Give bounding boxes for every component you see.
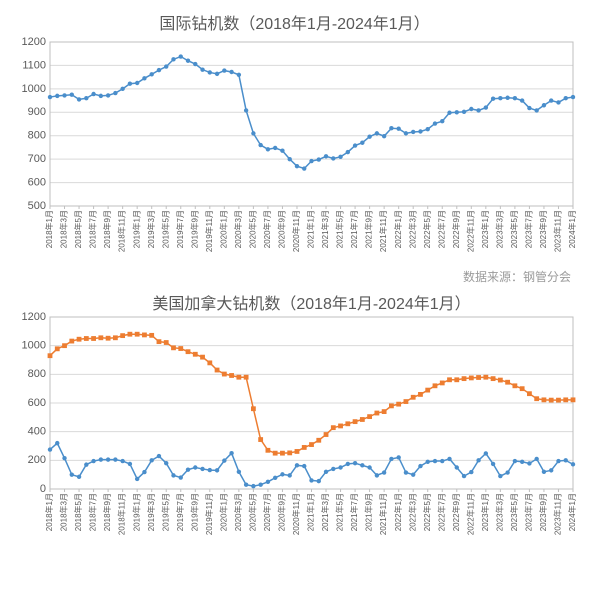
- svg-text:2019年9月: 2019年9月: [189, 493, 199, 531]
- svg-text:600: 600: [28, 397, 46, 409]
- svg-text:2020年5月: 2020年5月: [247, 493, 257, 531]
- svg-text:2022年1月: 2022年1月: [393, 493, 403, 531]
- svg-text:2020年3月: 2020年3月: [233, 493, 243, 531]
- svg-text:2024年1月: 2024年1月: [567, 210, 577, 248]
- svg-text:2020年7月: 2020年7月: [262, 210, 272, 248]
- svg-text:2021年1月: 2021年1月: [306, 210, 316, 248]
- svg-text:2019年5月: 2019年5月: [160, 493, 170, 531]
- svg-text:2022年1月: 2022年1月: [393, 210, 403, 248]
- svg-text:2021年3月: 2021年3月: [320, 210, 330, 248]
- svg-text:2021年5月: 2021年5月: [335, 493, 345, 531]
- svg-text:1200: 1200: [22, 311, 46, 323]
- svg-text:2019年3月: 2019年3月: [146, 210, 156, 248]
- svg-text:2022年11月: 2022年11月: [465, 493, 475, 535]
- svg-text:2019年1月: 2019年1月: [131, 493, 141, 531]
- svg-text:2023年3月: 2023年3月: [494, 210, 504, 248]
- svg-text:2022年9月: 2022年9月: [451, 210, 461, 248]
- svg-text:2021年11月: 2021年11月: [378, 493, 388, 535]
- svg-text:700: 700: [28, 153, 46, 165]
- svg-text:2018年5月: 2018年5月: [73, 493, 83, 531]
- svg-text:2018年9月: 2018年9月: [102, 210, 112, 248]
- svg-text:2021年5月: 2021年5月: [335, 210, 345, 248]
- svg-text:2018年11月: 2018年11月: [117, 493, 127, 535]
- svg-text:2018年1月: 2018年1月: [44, 210, 54, 248]
- svg-text:2020年5月: 2020年5月: [247, 210, 257, 248]
- svg-text:2020年9月: 2020年9月: [277, 210, 287, 248]
- svg-text:2018年3月: 2018年3月: [59, 493, 69, 531]
- svg-text:2021年3月: 2021年3月: [320, 493, 330, 531]
- svg-text:2022年3月: 2022年3月: [407, 210, 417, 248]
- svg-text:2020年1月: 2020年1月: [218, 493, 228, 531]
- svg-text:2021年1月: 2021年1月: [306, 493, 316, 531]
- svg-text:2019年9月: 2019年9月: [189, 210, 199, 248]
- chart-international: 国际钻机数（2018年1月-2024年1月） 500 600 700 800 900 10…: [8, 10, 581, 266]
- svg-text:2020年1月: 2020年1月: [218, 210, 228, 248]
- svg-text:美国加拿大钻机数（2018年1月-2024年1月）: 美国加拿大钻机数（2018年1月-2024年1月）: [152, 294, 470, 313]
- svg-text:2023年5月: 2023年5月: [509, 210, 519, 248]
- svg-text:2023年7月: 2023年7月: [524, 493, 534, 531]
- svg-text:2022年7月: 2022年7月: [436, 210, 446, 248]
- svg-text:2018年9月: 2018年9月: [102, 493, 112, 531]
- chart-us-canada: 020040060080010001200美国加拿大钻机数（2018年1月-20…: [8, 289, 581, 549]
- svg-text:2021年7月: 2021年7月: [349, 210, 359, 248]
- svg-text:2020年11月: 2020年11月: [291, 210, 301, 252]
- svg-text:900: 900: [28, 106, 46, 118]
- svg-text:400: 400: [28, 426, 46, 438]
- svg-text:2023年11月: 2023年11月: [553, 493, 563, 535]
- svg-text:2022年3月: 2022年3月: [407, 493, 417, 531]
- svg-text:2022年9月: 2022年9月: [451, 493, 461, 531]
- svg-text:2019年7月: 2019年7月: [175, 493, 185, 531]
- svg-text:1000: 1000: [22, 340, 46, 352]
- svg-text:2021年9月: 2021年9月: [364, 493, 374, 531]
- svg-text:2024年1月: 2024年1月: [567, 493, 577, 531]
- svg-text:2019年5月: 2019年5月: [160, 210, 170, 248]
- svg-text:2019年11月: 2019年11月: [204, 210, 214, 252]
- svg-text:1200: 1200: [22, 36, 46, 48]
- svg-text:2023年9月: 2023年9月: [538, 493, 548, 531]
- svg-text:2020年7月: 2020年7月: [262, 493, 272, 531]
- svg-text:2020年9月: 2020年9月: [277, 493, 287, 531]
- chart2-svg: 020040060080010001200美国加拿大钻机数（2018年1月-20…: [8, 289, 581, 549]
- svg-text:2023年5月: 2023年5月: [509, 493, 519, 531]
- chart1-title: 国际钻机数（2018年1月-2024年1月）: [8, 10, 581, 34]
- svg-text:2021年11月: 2021年11月: [378, 210, 388, 252]
- data-source: 数据来源：钢管分会: [8, 268, 581, 285]
- svg-text:2023年1月: 2023年1月: [480, 493, 490, 531]
- svg-text:2018年7月: 2018年7月: [88, 493, 98, 531]
- svg-text:2018年11月: 2018年11月: [117, 210, 127, 252]
- svg-text:2019年11月: 2019年11月: [204, 493, 214, 535]
- svg-text:2018年3月: 2018年3月: [59, 210, 69, 248]
- svg-text:2020年3月: 2020年3月: [233, 210, 243, 248]
- svg-text:500: 500: [28, 200, 46, 212]
- svg-text:2019年3月: 2019年3月: [146, 493, 156, 531]
- svg-text:800: 800: [28, 368, 46, 380]
- svg-text:2022年5月: 2022年5月: [422, 210, 432, 248]
- svg-text:1000: 1000: [22, 83, 46, 95]
- svg-text:2023年3月: 2023年3月: [494, 493, 504, 531]
- svg-text:2023年1月: 2023年1月: [480, 210, 490, 248]
- svg-text:2023年11月: 2023年11月: [553, 210, 563, 252]
- svg-text:2022年11月: 2022年11月: [465, 210, 475, 252]
- svg-text:2022年5月: 2022年5月: [422, 493, 432, 531]
- svg-text:200: 200: [28, 454, 46, 466]
- svg-text:2018年5月: 2018年5月: [73, 210, 83, 248]
- svg-text:2023年7月: 2023年7月: [524, 210, 534, 248]
- svg-text:1100: 1100: [22, 59, 46, 71]
- svg-text:600: 600: [28, 176, 46, 188]
- chart1-svg: 500 600 700 800 900 1000 1100 1200 2018年1月 2018年3…: [8, 36, 581, 266]
- svg-text:2021年7月: 2021年7月: [349, 493, 359, 531]
- svg-text:800: 800: [28, 130, 46, 142]
- svg-text:2019年7月: 2019年7月: [175, 210, 185, 248]
- svg-text:2018年1月: 2018年1月: [44, 493, 54, 531]
- svg-text:2023年9月: 2023年9月: [538, 210, 548, 248]
- svg-text:2022年7月: 2022年7月: [436, 493, 446, 531]
- svg-text:2018年7月: 2018年7月: [88, 210, 98, 248]
- svg-text:2020年11月: 2020年11月: [291, 493, 301, 535]
- svg-text:2021年9月: 2021年9月: [364, 210, 374, 248]
- svg-text:2019年1月: 2019年1月: [131, 210, 141, 248]
